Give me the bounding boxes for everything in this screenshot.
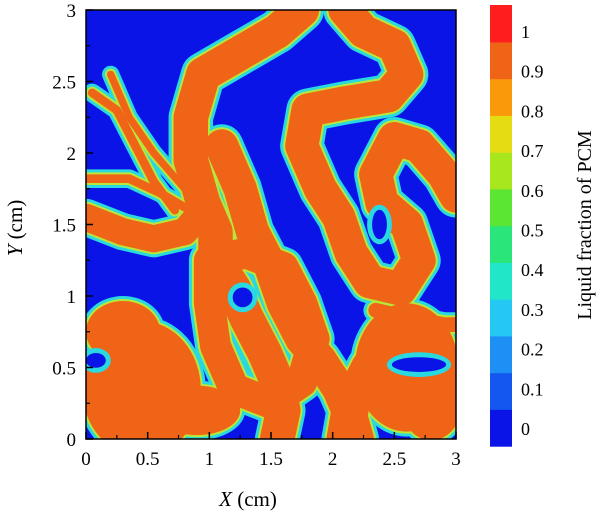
colorbar-tick-label: 0.7 (521, 141, 544, 161)
colorbar-tick-label: 0.4 (521, 260, 544, 280)
colorbar-tick-label: 0 (521, 419, 530, 439)
colorbar-segment (490, 262, 512, 300)
colorbar-tick-label: 0.5 (521, 221, 544, 241)
liquid-regions (86, 10, 456, 439)
x-tick-label: 1.5 (259, 449, 283, 470)
y-axis-ticks: 0 0.5 1 1.5 2 2.5 3 (52, 1, 93, 451)
colorbar-segment (490, 152, 512, 190)
y-axis-title: Y (cm) (3, 200, 27, 257)
x-tick-label: 0.5 (136, 449, 160, 470)
colorbar-segment (490, 409, 512, 447)
liquid-layer-2 (86, 10, 456, 439)
colorbar-segment (490, 188, 512, 227)
solid-pocket (391, 357, 447, 372)
liquid-channel (87, 88, 180, 215)
liquid-channel (107, 70, 189, 193)
y-tick-label: 0.5 (52, 359, 76, 380)
colorbar-tick-label: 1 (521, 22, 530, 42)
colorbar-segment (490, 335, 512, 374)
y-tick-label: 3 (67, 1, 77, 22)
x-tick-label: 2 (328, 449, 338, 470)
colorbar-title: Liquid fraction of PCM (574, 130, 596, 320)
colorbar-segment (490, 41, 512, 80)
colorbar (490, 5, 512, 447)
x-tick-label: 3 (451, 449, 461, 470)
x-tick-label: 2.5 (382, 449, 406, 470)
colorbar-segment (490, 78, 512, 116)
colorbar-tick-label: 0.9 (521, 62, 544, 82)
colorbar-tick-label: 0.2 (521, 340, 544, 360)
liquid-channel (285, 10, 456, 306)
x-axis-title: X (cm) (218, 487, 277, 511)
y-tick-label: 2 (67, 144, 77, 165)
liquid-blob (86, 301, 160, 363)
colorbar-segment (490, 115, 512, 153)
colorbar-ticks: 0 0.1 0.2 0.3 0.4 0.5 0.6 0.7 0.8 0.9 1 (521, 22, 544, 439)
colorbar-tick-label: 0.6 (521, 181, 544, 201)
liquid-channel (173, 10, 320, 439)
solid-pockets (86, 204, 452, 377)
y-tick-label: 1 (67, 287, 77, 308)
y-tick-label: 0 (67, 430, 77, 451)
colorbar-tick-label: 0.8 (521, 101, 544, 121)
liquid-channel (193, 237, 330, 419)
x-tick-label: 0 (81, 449, 91, 470)
solid-pocket (86, 353, 106, 368)
y-tick-label: 1.5 (52, 216, 76, 237)
colorbar-segment (490, 372, 512, 410)
plot-area (86, 10, 456, 439)
colorbar-segment (490, 5, 512, 43)
liquid-blob (400, 366, 456, 439)
colorbar-tick-label: 0.1 (521, 379, 544, 399)
colorbar-tick-label: 0.3 (521, 300, 544, 320)
colorbar-segment (490, 225, 512, 263)
liquid-channel (86, 196, 217, 253)
colorbar-segment (490, 299, 512, 337)
y-tick-label: 2.5 (52, 73, 76, 94)
solid-pocket (372, 209, 387, 240)
solid-pocket (232, 287, 253, 308)
x-axis-ticks: 0 0.5 1 1.5 2 2.5 3 (81, 432, 461, 470)
liquid-blob (153, 385, 241, 436)
x-tick-label: 1 (205, 449, 215, 470)
